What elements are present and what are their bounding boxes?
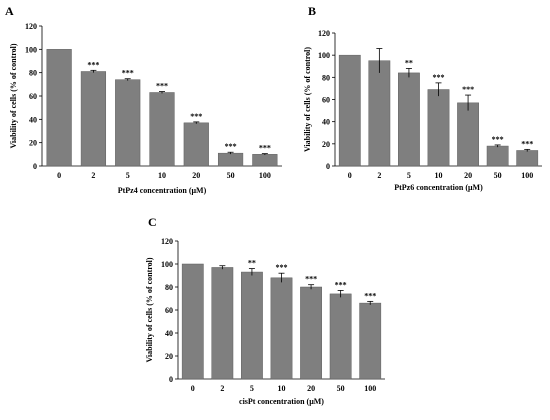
x-tick-label: 50 <box>494 171 502 180</box>
y-tick-label: 60 <box>322 96 330 105</box>
y-tick-label: 20 <box>322 140 330 149</box>
x-tick-label: 100 <box>259 171 271 180</box>
y-axis-label: Viability of cells (% of control) <box>9 43 18 148</box>
x-tick-label: 2 <box>377 171 381 180</box>
panel-letter: B <box>308 4 316 18</box>
x-tick-label: 5 <box>126 171 130 180</box>
x-tick-label: 100 <box>364 384 376 393</box>
significance-label: *** <box>259 144 271 153</box>
x-tick-label: 5 <box>407 171 411 180</box>
x-tick-label: 100 <box>521 171 533 180</box>
bar <box>211 267 234 380</box>
significance-label: ** <box>248 259 256 268</box>
bar <box>398 72 420 167</box>
y-tick-label: 40 <box>29 115 37 124</box>
significance-label: *** <box>156 82 168 91</box>
x-axis-label: PtPz4 concentration (μM) <box>118 186 207 195</box>
x-tick-label: 2 <box>220 384 224 393</box>
bar <box>427 89 450 167</box>
bar <box>516 150 539 167</box>
chart-panel-a: A 0 20 40 60 80 100 120 0 *** 2 *** 5 *** 10 *** 20 *** 50… <box>5 4 282 195</box>
significance-label: *** <box>305 275 317 284</box>
x-tick-label: 2 <box>91 171 95 180</box>
bar <box>359 302 382 380</box>
y-tick-label: 20 <box>29 139 37 148</box>
x-tick-label: 50 <box>227 171 235 180</box>
significance-label: *** <box>433 73 445 82</box>
bar <box>457 102 479 167</box>
y-tick-label: 40 <box>165 329 173 338</box>
bar <box>46 49 72 167</box>
significance-label: *** <box>335 280 347 289</box>
x-tick-label: 10 <box>435 171 443 180</box>
x-tick-label: 20 <box>307 384 315 393</box>
bar <box>217 152 244 167</box>
bar <box>486 145 509 167</box>
significance-label: *** <box>276 263 288 272</box>
bar <box>183 122 209 167</box>
bar <box>241 271 263 380</box>
x-tick-label: 0 <box>191 384 195 393</box>
bar <box>149 92 175 167</box>
y-tick-label: 0 <box>326 162 330 171</box>
y-axis-label: Viability of cells (% of control) <box>145 257 154 362</box>
x-tick-label: 10 <box>158 171 166 180</box>
bar <box>338 54 361 167</box>
x-axis-label: cisPt concentration (μM) <box>239 397 324 406</box>
y-tick-label: 0 <box>33 162 37 171</box>
y-tick-label: 120 <box>25 22 37 31</box>
x-tick-label: 20 <box>192 171 200 180</box>
x-axis-label: PtPz6 concentration (μM) <box>394 183 483 192</box>
significance-label: *** <box>492 135 504 144</box>
chart-panel-c: C 0 20 40 60 80 100 120 0 2 ** 5 *** 10 *** 20 *** 50 *** 1… <box>145 215 385 406</box>
y-tick-label: 20 <box>165 352 173 361</box>
y-tick-label: 120 <box>318 29 330 38</box>
y-tick-label: 0 <box>169 375 173 384</box>
y-tick-label: 40 <box>322 118 330 127</box>
significance-label: *** <box>122 69 134 78</box>
y-tick-label: 100 <box>25 45 37 54</box>
significance-label: *** <box>521 139 533 148</box>
bar <box>115 79 141 167</box>
y-tick-label: 120 <box>161 237 173 246</box>
y-axis-label: Viability of cells (% of control) <box>303 47 312 152</box>
bar <box>368 60 391 167</box>
significance-label: *** <box>225 142 237 151</box>
y-tick-label: 60 <box>29 92 37 101</box>
x-tick-label: 20 <box>464 171 472 180</box>
x-tick-label: 0 <box>57 171 61 180</box>
x-tick-label: 0 <box>348 171 352 180</box>
bar <box>270 277 293 380</box>
bar <box>300 286 322 380</box>
panel-letter: C <box>148 215 157 229</box>
significance-label: *** <box>462 85 474 94</box>
y-tick-label: 100 <box>161 260 173 269</box>
x-tick-label: 10 <box>278 384 286 393</box>
bar <box>252 154 278 167</box>
significance-label: *** <box>190 112 202 121</box>
bar <box>181 263 204 380</box>
significance-label: *** <box>364 291 376 300</box>
x-tick-label: 50 <box>337 384 345 393</box>
y-tick-label: 100 <box>318 51 330 60</box>
bar <box>329 293 352 380</box>
x-tick-label: 5 <box>250 384 254 393</box>
chart-panel-b: B 0 20 40 60 80 100 120 0 2 ** 5 *** 10 *** 20 *** 50 *** 1… <box>303 4 542 192</box>
y-tick-label: 80 <box>165 283 173 292</box>
y-tick-label: 80 <box>29 69 37 78</box>
bar <box>80 71 107 167</box>
significance-label: ** <box>405 58 413 67</box>
y-tick-label: 80 <box>322 73 330 82</box>
y-tick-label: 60 <box>165 306 173 315</box>
panel-letter: A <box>5 4 14 18</box>
significance-label: *** <box>87 60 99 69</box>
